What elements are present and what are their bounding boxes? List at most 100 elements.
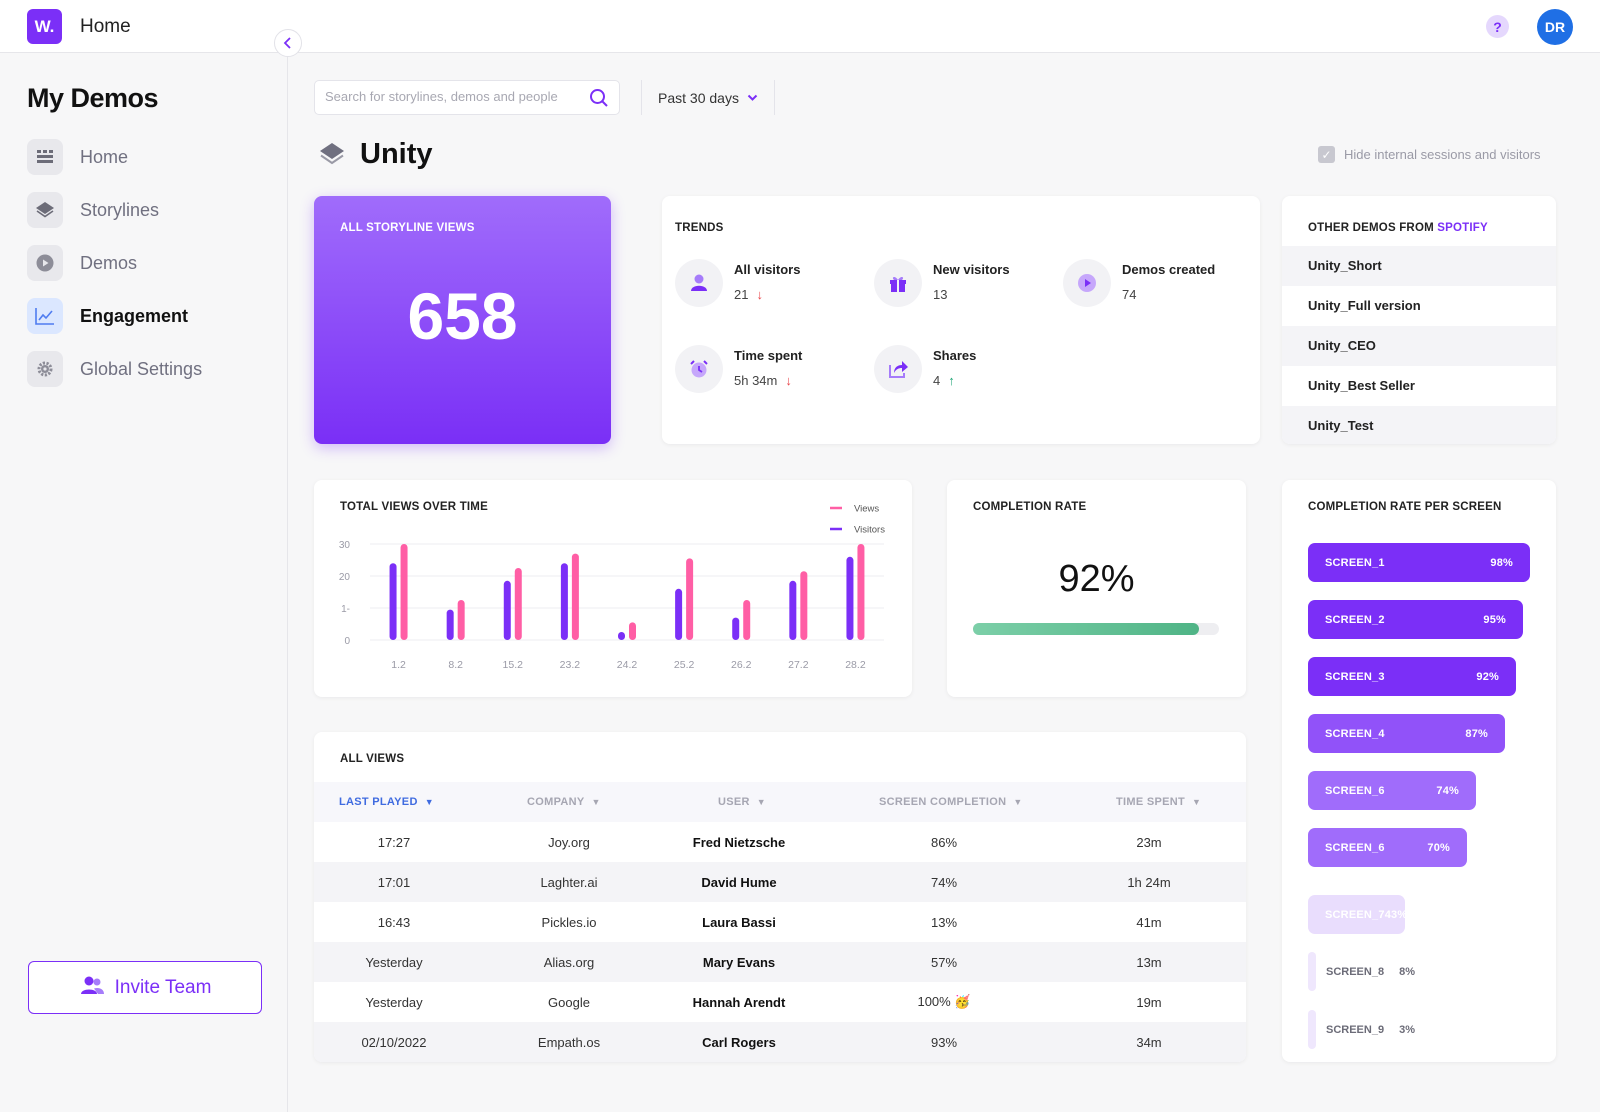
search-input[interactable] (325, 89, 580, 104)
y-tick-label: 20 (339, 572, 351, 583)
period-dropdown[interactable]: Past 30 days (641, 80, 775, 115)
sidebar-item-global-settings[interactable]: Global Settings (27, 351, 202, 387)
x-tick-label: 1.2 (391, 659, 406, 671)
arrow-up-icon: ↑ (948, 373, 955, 388)
invite-team-button[interactable]: Invite Team (28, 961, 262, 1014)
bar-visitors (503, 580, 511, 640)
search-icon[interactable] (589, 88, 609, 108)
table-row[interactable]: 16:43 Pickles.io Laura Bassi 13% 41m (314, 902, 1246, 942)
cell-time: 23m (1136, 834, 1162, 850)
screen-name: SCREEN_8 (1326, 965, 1385, 978)
avatar[interactable]: DR (1537, 9, 1573, 45)
screen-bar-row[interactable]: SCREEN_3 92% (1308, 657, 1516, 696)
cell-time: 1h 24m (1127, 874, 1171, 890)
cell-user: David Hume (701, 874, 777, 890)
storyline-views-card: ALL STORYLINE VIEWS 658 (314, 196, 611, 444)
list-item[interactable]: Unity_Full version (1308, 298, 1421, 313)
sidebar-item-label: Engagement (80, 305, 189, 326)
cell-user: Hannah Arendt (692, 994, 786, 1010)
cell-completion: 13% (930, 914, 958, 930)
app-logo[interactable]: W. (27, 9, 62, 44)
list-item[interactable]: Unity_Test (1282, 406, 1556, 444)
table-row[interactable]: 17:01 Laghter.ai David Hume 74% 1h 24m (314, 862, 1246, 902)
help-icon[interactable]: ? (1486, 15, 1509, 38)
screen-bar-row[interactable]: SCREEN_8 8% (1308, 952, 1415, 991)
screen-pct: 95% (1483, 613, 1506, 626)
trend-label: New visitors (933, 262, 1010, 277)
cell-time: 13m (1136, 954, 1162, 970)
sidebar-item-storylines[interactable]: Storylines (27, 192, 159, 228)
completion-rate-value: 92% (1058, 558, 1135, 600)
column-header-user[interactable]: USER ▼ (718, 796, 766, 808)
cell-last-played: 17:01 (377, 874, 411, 890)
table-row[interactable]: 02/10/2022 Empath.os Carl Rogers 93% 34m (314, 1022, 1246, 1062)
cell-last-played: Yesterday (365, 994, 423, 1010)
screen-name: SCREEN_3 (1325, 670, 1385, 683)
table-row[interactable]: Yesterday Google Hannah Arendt 100% 🥳 19m (314, 982, 1246, 1022)
bar-visitors (732, 617, 740, 640)
cell-company: Empath.os (537, 1034, 601, 1050)
list-item[interactable]: Unity_Short (1282, 246, 1556, 286)
y-tick-label: 30 (339, 540, 351, 551)
list-item[interactable]: Unity_CEO (1282, 326, 1556, 366)
cell-user: Laura Bassi (702, 914, 776, 930)
screen-bar-row[interactable]: SCREEN_7 43% (1308, 895, 1407, 934)
chevron-down-icon (747, 94, 758, 101)
table-row[interactable]: 17:27 Joy.org Fred Nietzsche 86% 23m (314, 822, 1246, 862)
arrow-down-icon: ↓ (756, 287, 763, 302)
screen-bar: SCREEN_8 8% (1308, 952, 1415, 991)
x-tick-label: 23.2 (560, 659, 581, 671)
screen-bar-stub (1308, 952, 1316, 991)
hide-internal-toggle[interactable]: ✓ Hide internal sessions and visitors (1318, 146, 1541, 163)
sidebar-item-home[interactable]: Home (27, 139, 128, 175)
x-tick-label: 8.2 (448, 659, 463, 671)
user-icon (675, 259, 723, 307)
column-header-company[interactable]: COMPANY ▼ (527, 796, 601, 808)
completion-per-screen-card: COMPLETION RATE PER SCREEN SCREEN_1 98% SC… (1282, 480, 1556, 1062)
x-tick-label: 24.2 (617, 659, 638, 671)
cell-last-played: 16:43 (377, 914, 411, 930)
sidebar-item-demos[interactable]: Demos (27, 245, 137, 281)
page-header: Unity (318, 138, 433, 171)
checkbox[interactable]: ✓ (1318, 146, 1335, 163)
table-row[interactable]: Yesterday Alias.org Mary Evans 57% 13m (314, 942, 1246, 982)
trend-label: Time spent (734, 348, 803, 363)
bar-views (514, 568, 522, 640)
screen-pct: 98% (1490, 556, 1513, 569)
cell-company: Google (548, 994, 590, 1010)
completion-progress-fill (973, 623, 1200, 635)
screen-bar: SCREEN_6 70% (1308, 828, 1467, 867)
brand-link[interactable]: SPOTIFY (1437, 222, 1488, 234)
screen-bar-row[interactable]: SCREEN_1 98% (1308, 543, 1530, 582)
sidebar: My Demos Home Storylines Demos Engagemen… (0, 53, 288, 1112)
bar-views (457, 600, 465, 640)
list-item[interactable]: Unity_Best Seller (1308, 378, 1415, 393)
column-header-last-played[interactable]: LAST PLAYED ▼ (339, 796, 434, 808)
screen-bar-row[interactable]: SCREEN_2 95% (1308, 600, 1523, 639)
sidebar-item-engagement[interactable]: Engagement (27, 298, 188, 334)
screen-bar-row[interactable]: SCREEN_9 3% (1308, 1010, 1415, 1049)
alarm-icon (675, 345, 723, 393)
gift-icon (874, 259, 922, 307)
column-header-screen-completion[interactable]: SCREEN COMPLETION ▼ (879, 796, 1023, 808)
screen-pct: 74% (1436, 784, 1459, 797)
bar-visitors (846, 556, 854, 640)
storyline-views-value: 658 (407, 279, 518, 353)
screen-bar-row[interactable]: SCREEN_4 87% (1308, 714, 1505, 753)
trend-value: 4 (933, 373, 941, 388)
cell-user: Fred Nietzsche (692, 834, 786, 850)
sidebar-collapse-button[interactable] (274, 29, 302, 57)
card-title: ALL VIEWS (340, 753, 405, 765)
other-demos-title: OTHER DEMOS FROM (1308, 222, 1434, 234)
chart-icon (27, 298, 63, 334)
table-body: 17:27 Joy.org Fred Nietzsche 86% 23m 17:01 Lag… (314, 822, 1246, 1062)
gear-icon (27, 351, 63, 387)
screen-name: SCREEN_6 (1325, 784, 1385, 797)
cell-time: 19m (1136, 994, 1162, 1010)
screen-bar-row[interactable]: SCREEN_6 70% (1308, 828, 1467, 867)
screen-bar-row[interactable]: SCREEN_6 74% (1308, 771, 1476, 810)
screen-bar: SCREEN_6 74% (1308, 771, 1476, 810)
column-header-time-spent[interactable]: TIME SPENT ▼ (1116, 796, 1202, 808)
trend-label: Demos created (1122, 262, 1216, 277)
views-chart: 0 1- 20 30 1.2 8.2 15.2 23.2 24.2 25.2 26.2 27.2 28.… (339, 504, 885, 672)
